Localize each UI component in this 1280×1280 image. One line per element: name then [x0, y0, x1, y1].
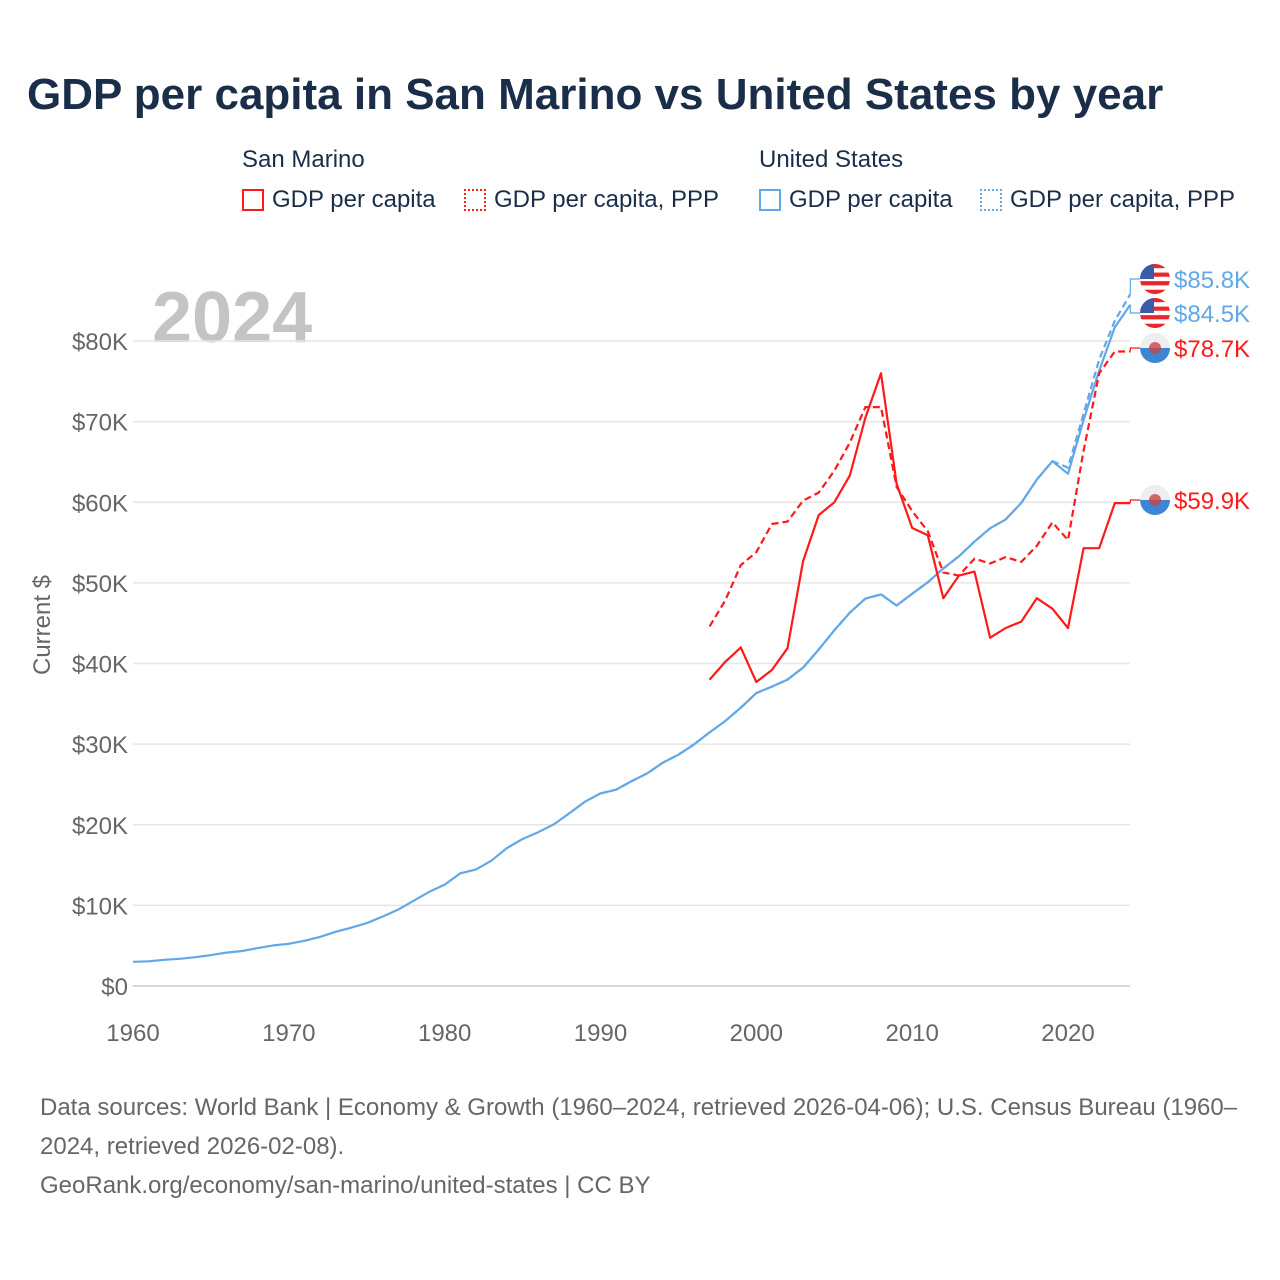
legend-swatch-dotted: [464, 189, 486, 211]
y-tick-label: $40K: [72, 652, 128, 679]
y-tick-label: $10K: [72, 893, 128, 920]
legend-group-san-marino: San Marino: [242, 146, 365, 173]
legend-label: GDP per capita, PPP: [1010, 186, 1235, 213]
plot-area: 2024 Current $ $0 $10K $20K $30K $40K $50K $60…: [29, 264, 1250, 1047]
y-tick-label: $20K: [72, 813, 128, 840]
y-tick-label: $60K: [72, 490, 128, 517]
flag-body: [1140, 298, 1170, 328]
x-tick-label: 1970: [262, 1020, 315, 1047]
footer: Data sources: World Bank | Economy & Gro…: [40, 1088, 1250, 1205]
flag-stripe: [1140, 319, 1170, 324]
flag-canton: [1140, 298, 1154, 313]
end-connector: [1129, 304, 1140, 314]
san-marino-flag-icon: [1140, 333, 1170, 363]
legend-swatch-solid: [242, 189, 264, 211]
series-line-3: [708, 350, 1131, 627]
series-line-1: [600, 293, 1132, 795]
legend-label: GDP per capita, PPP: [494, 186, 719, 213]
flag-stripe: [1140, 298, 1170, 303]
flag-stripe: [1140, 268, 1170, 273]
legend-sm-gdp[interactable]: GDP per capita: [242, 186, 436, 214]
flag-stripe: [1140, 272, 1170, 277]
flag-stripe: [1140, 289, 1170, 294]
end-connector: [1129, 347, 1140, 352]
series-line-2: [708, 372, 1131, 684]
end-value-label: $84.5K: [1174, 301, 1250, 328]
legend-sm-gdp-ppp[interactable]: GDP per capita, PPP: [464, 186, 719, 214]
x-tick-label: 1980: [418, 1020, 471, 1047]
flag-stripe: [1140, 315, 1170, 320]
series-line-0: [132, 304, 1132, 963]
flag-stripe: [1140, 323, 1170, 328]
chart-title: GDP per capita in San Marino vs United S…: [27, 70, 1164, 119]
flag-bottom: [1140, 500, 1170, 515]
us-flag-icon: [1140, 264, 1170, 294]
legend-label: GDP per capita: [272, 186, 436, 213]
flag-stripe: [1140, 302, 1170, 307]
x-tick-label: 1990: [574, 1020, 627, 1047]
x-tick-label: 2000: [730, 1020, 783, 1047]
flag-emblem: [1149, 342, 1161, 354]
legend-us-gdp-ppp[interactable]: GDP per capita, PPP: [980, 186, 1235, 214]
legend-group-united-states: United States: [759, 146, 904, 173]
y-tick-label: $80K: [72, 329, 128, 356]
legend-us-gdp[interactable]: GDP per capita: [759, 186, 953, 214]
legend-swatch-dotted: [980, 189, 1002, 211]
y-tick-label: $50K: [72, 571, 128, 598]
year-overlay: 2024: [152, 278, 312, 358]
y-tick-label: $0: [101, 974, 128, 1001]
end-value-label: $59.9K: [1174, 488, 1250, 515]
source-link[interactable]: GeoRank.org/economy/san-marino/united-st…: [40, 1172, 651, 1199]
flag-canton: [1140, 264, 1154, 279]
us-flag-icon: [1140, 298, 1170, 328]
end-value-label: $78.7K: [1174, 336, 1250, 363]
y-axis-label: Current $: [29, 575, 56, 675]
legend-label: GDP per capita: [789, 186, 953, 213]
flag-stripe: [1140, 264, 1170, 269]
end-connector: [1129, 499, 1140, 504]
flag-emblem: [1149, 494, 1161, 506]
end-connector: [1129, 278, 1140, 295]
san-marino-flag-icon: [1140, 485, 1170, 515]
flag-bottom: [1140, 348, 1170, 363]
flag-body: [1140, 264, 1170, 294]
flag-stripe: [1140, 281, 1170, 286]
y-tick-label: $30K: [72, 732, 128, 759]
x-tick-label: 2010: [885, 1020, 938, 1047]
x-tick-label: 2020: [1041, 1020, 1094, 1047]
data-sources: Data sources: World Bank | Economy & Gro…: [40, 1094, 1238, 1160]
end-value-label: $85.8K: [1174, 267, 1250, 294]
flag-stripe: [1140, 285, 1170, 290]
legend-swatch-solid: [759, 189, 781, 211]
x-tick-label: 1960: [106, 1020, 159, 1047]
flag-stripe: [1140, 306, 1170, 311]
flag-stripe: [1140, 310, 1170, 316]
y-tick-label: $70K: [72, 410, 128, 437]
flag-stripe: [1140, 276, 1170, 282]
